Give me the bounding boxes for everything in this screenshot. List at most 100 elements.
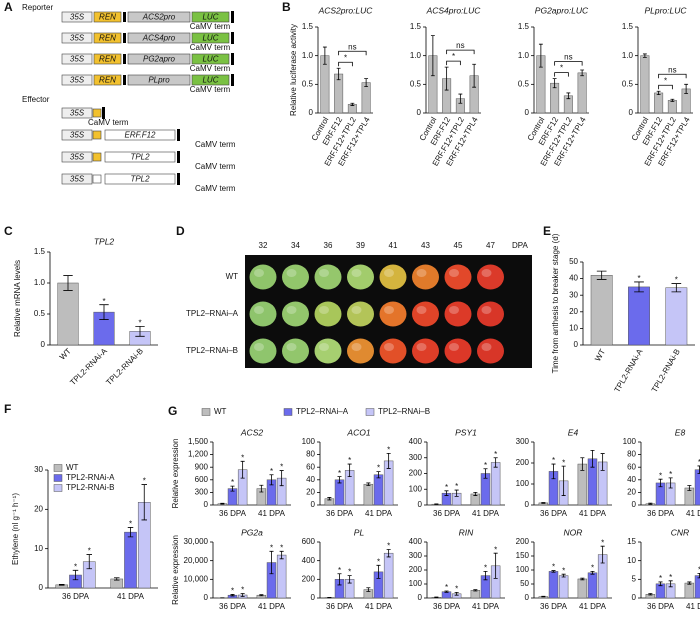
promoter [61,129,93,141]
legend-label: WT [66,463,79,472]
error-bar [386,452,391,469]
fruit [477,338,504,364]
fruit [347,264,374,290]
y-tick-label: 60 [306,462,315,471]
y-tick-label: 1.0 [622,51,634,60]
test-promoter-label: ACS2pro [142,13,176,22]
error-bar [687,485,692,491]
y-tick-label: 20 [569,307,578,316]
fruit [412,264,439,290]
bar [665,287,688,346]
bar [470,590,481,599]
error-bar [444,590,449,593]
terminator-block [123,12,126,22]
significance: * [280,543,283,552]
significance: * [348,568,351,577]
y-tick-label: 100 [623,437,637,446]
fruit-highlight [449,269,459,277]
y-tick-label: 100 [516,565,530,574]
tag [92,152,102,162]
legend-swatch [365,408,375,416]
y-tick-label: 0 [632,500,637,509]
error-bar [230,594,235,597]
fruit-highlight [254,343,264,351]
error-bar [269,550,274,575]
error-bar [551,463,556,480]
error-bar [493,552,498,579]
test-promoter [127,74,191,86]
error-bar [684,83,689,94]
significance: * [377,557,380,566]
fruit [249,338,277,364]
y-tick-label: 0 [418,500,423,509]
y-tick-label: 200 [409,469,423,478]
luciferase [191,74,230,86]
y-tick-label: 0 [418,593,423,602]
y-tick-label: 1,500 [188,437,209,446]
promoter-label: 35S [70,13,85,22]
y-tick-label: 1.5 [302,22,314,31]
error-bar [648,593,653,596]
error-bar [454,592,459,596]
gene [104,151,176,163]
chart-title: E8 [675,427,686,437]
fruit-highlight [254,306,264,314]
error-bar [483,468,488,479]
significance: * [445,583,448,592]
fruit-highlight [416,269,427,277]
error-bar [541,502,546,504]
column-label: 45 [454,241,463,250]
bracket-label: * [560,64,563,73]
x-tick-label: 36 DPA [326,602,354,611]
y-tick-label: 1,200 [188,450,209,459]
y-tick-label: 600 [195,475,209,484]
fruit-highlight [286,306,297,314]
bar [577,72,587,114]
x-tick-label: 41 DPA [472,602,500,611]
significance: * [270,543,273,552]
error-bar [596,270,607,280]
significance: * [552,563,555,572]
error-bar [473,492,478,496]
chart-title: TPL2 [94,236,115,246]
gene-label: TPL2 [130,175,150,184]
bar [361,82,371,114]
legend-label: TPL2-RNAi-B [66,483,114,492]
legend-swatch [53,484,63,492]
y-tick-label: 200 [302,574,316,583]
y-tick-label: 400 [409,437,423,446]
error-bar [141,484,147,521]
tag [92,130,102,140]
y-tick-label: 0 [574,340,579,349]
fruit [412,301,439,327]
test-promoter [127,32,191,44]
panel-label: B [282,0,291,14]
fruit [347,338,374,364]
y-tick-label: 400 [302,556,316,565]
error-bar [279,550,284,560]
fruit [444,264,472,290]
y-tick-label: 1.0 [34,278,46,287]
y-tick-label: 0 [204,593,209,602]
significance: * [74,562,77,571]
terminator-block [102,107,105,119]
promoter [61,53,93,65]
bar [548,571,559,599]
y-tick-label: 300 [195,488,209,497]
error-bar [337,573,342,586]
terminator-label: CaMV term [190,85,231,94]
chart-title: ACO1 [346,427,370,437]
error-bar [350,102,355,106]
legend-label: TPL2-RNAi-A [66,473,115,482]
terminator-block [177,151,180,163]
terminator-label: CaMV term [190,22,231,31]
tag [92,108,102,118]
bracket-label: ns [564,53,572,62]
error-bar [135,326,145,337]
reporter-gene-label: REN [99,13,116,22]
fruit-highlight [481,343,492,351]
y-tick-label: 0 [39,583,44,592]
promoter-label: 35S [70,153,85,162]
promoter [61,74,93,86]
